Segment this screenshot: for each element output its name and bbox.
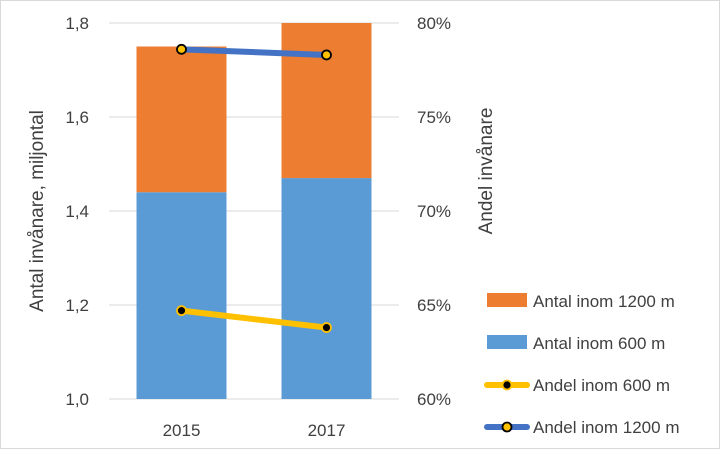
bar-segment [281, 23, 372, 179]
legend-marker [501, 421, 513, 433]
legend-label: Antal inom 1200 m [533, 292, 675, 311]
y-tick-label: 1,2 [65, 296, 89, 315]
data-point-marker [176, 43, 187, 55]
data-point-marker [321, 49, 332, 61]
y2-tick-label: 65% [417, 296, 451, 315]
legend-label: Andel inom 1200 m [533, 418, 679, 437]
x-tick-label: 2017 [308, 421, 346, 440]
legend-swatch [487, 335, 527, 349]
legend-marker [501, 379, 513, 391]
series-line [178, 46, 330, 58]
y2-tick-label: 70% [417, 202, 451, 221]
y-tick-label: 1,4 [65, 202, 89, 221]
y-tick-label: 1,0 [65, 390, 89, 409]
y-axis-title: Antal invånare, miljontal [27, 110, 48, 312]
y2-tick-label: 80% [417, 14, 451, 33]
bar-segment [136, 192, 227, 399]
legend-label: Antal inom 600 m [533, 334, 665, 353]
y-tick-label: 1,6 [65, 108, 89, 127]
x-tick-label: 2015 [163, 421, 201, 440]
data-point-marker [321, 322, 332, 333]
data-point-marker [176, 305, 187, 317]
y-tick-label: 1,8 [65, 14, 89, 33]
legend-label: Andel inom 600 m [533, 376, 670, 395]
series-line [178, 307, 330, 331]
y2-axis-title: Andel invånare [476, 108, 497, 235]
bar-segment [281, 178, 372, 399]
legend-swatch [487, 293, 527, 307]
bar-segment [136, 46, 227, 193]
y2-tick-label: 60% [417, 390, 451, 409]
y2-tick-label: 75% [417, 108, 451, 127]
